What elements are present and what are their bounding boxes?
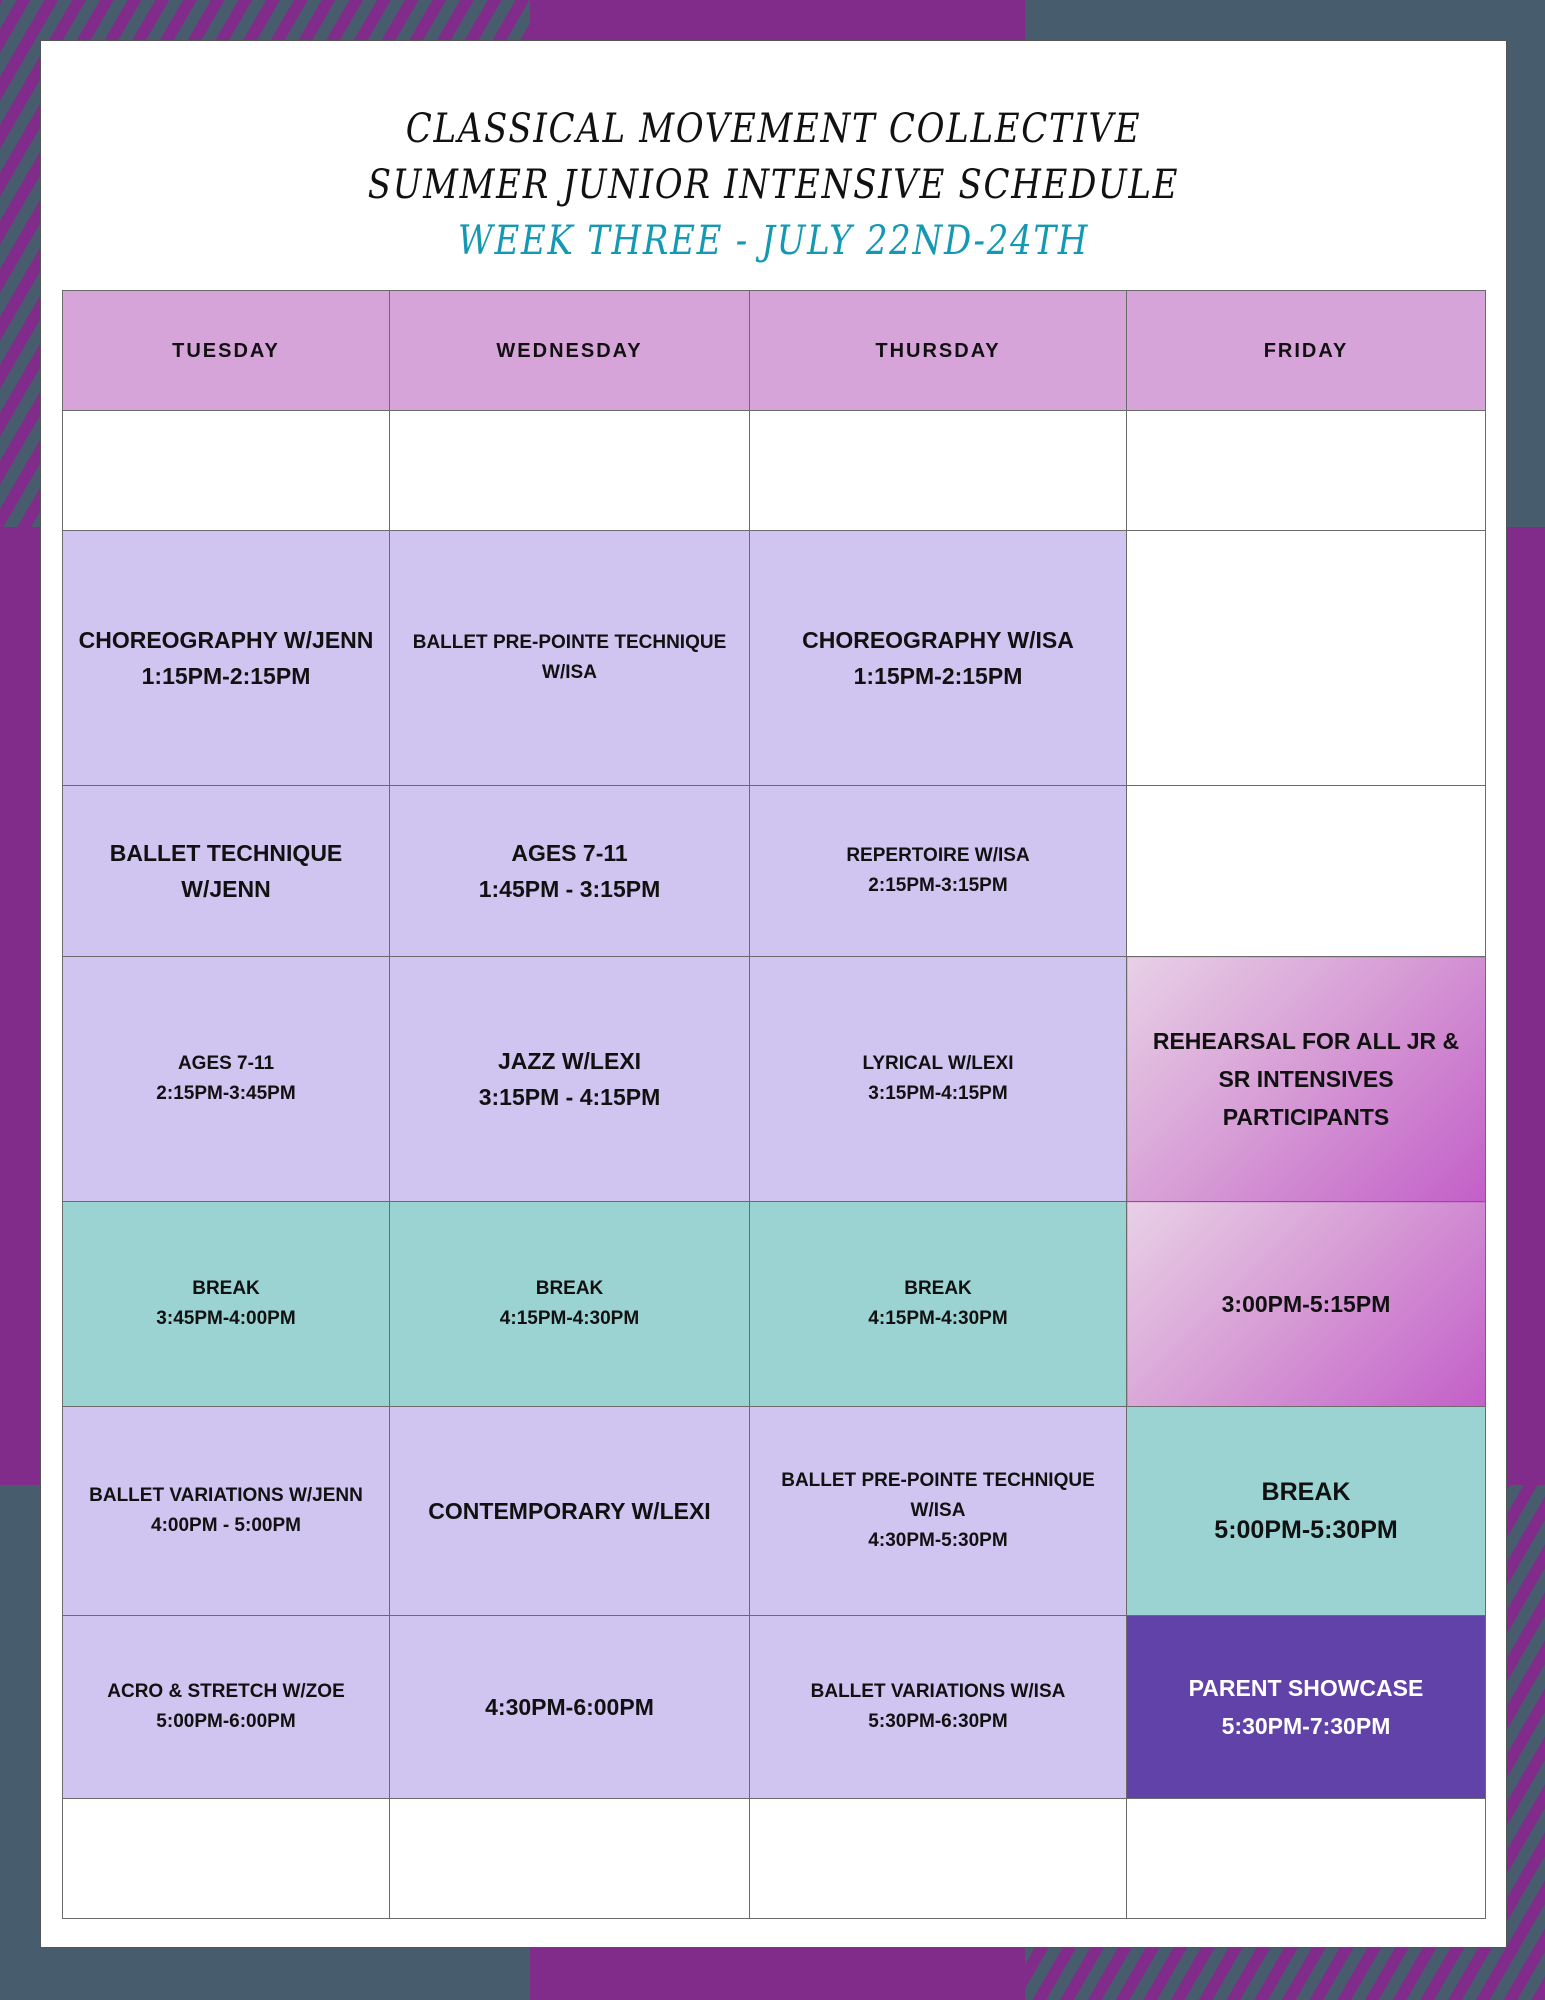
schedule-page: CLASSICAL MOVEMENT COLLECTIVE SUMMER JUN… — [40, 40, 1507, 1948]
break-cell: BREAK 3:45PM-4:00PM — [62, 1201, 390, 1407]
break-cell: BREAK 4:15PM-4:30PM — [749, 1201, 1127, 1407]
title-block: CLASSICAL MOVEMENT COLLECTIVE SUMMER JUN… — [41, 101, 1506, 269]
class-cell: BALLET VARIATIONS W/JENN 4:00PM - 5:00PM — [62, 1406, 390, 1616]
header-friday: FRIDAY — [1126, 290, 1486, 411]
class-cell: BALLET TECHNIQUE W/JENN — [62, 785, 390, 957]
cell — [749, 410, 1127, 531]
class-cell: JAZZ W/LEXI 3:15PM - 4:15PM — [389, 956, 750, 1202]
table-row: BREAK 3:45PM-4:00PM BREAK 4:15PM-4:30PM … — [62, 1201, 1486, 1407]
cell — [1126, 410, 1486, 531]
cell — [1126, 1798, 1486, 1919]
header-row: TUESDAY WEDNESDAY THURSDAY FRIDAY — [62, 290, 1486, 411]
cell — [389, 410, 750, 531]
class-cell: BALLET VARIATIONS W/ISA 5:30PM-6:30PM — [749, 1615, 1127, 1799]
class-cell: LYRICAL W/LEXI 3:15PM-4:15PM — [749, 956, 1127, 1202]
cell — [1126, 785, 1486, 957]
purple-block — [530, 1948, 1025, 2000]
break-cell: BREAK 4:15PM-4:30PM — [389, 1201, 750, 1407]
class-cell: ACRO & STRETCH W/ZOE 5:00PM-6:00PM — [62, 1615, 390, 1799]
class-cell: CONTEMPORARY W/LEXI — [389, 1406, 750, 1616]
table-row: BALLET VARIATIONS W/JENN 4:00PM - 5:00PM… — [62, 1406, 1486, 1616]
cell — [389, 1798, 750, 1919]
class-cell: BALLET PRE-POINTE TECHNIQUE W/ISA 4:30PM… — [749, 1406, 1127, 1616]
table-row — [62, 410, 1486, 531]
cell — [749, 1798, 1127, 1919]
title-line-1: CLASSICAL MOVEMENT COLLECTIVE — [405, 106, 1142, 152]
table-row — [62, 1798, 1486, 1919]
week-subtitle: WEEK THREE - JULY 22ND-24TH — [457, 218, 1090, 264]
header-thursday: THURSDAY — [749, 290, 1127, 411]
class-cell: AGES 7-11 2:15PM-3:45PM — [62, 956, 390, 1202]
class-cell: AGES 7-11 1:45PM - 3:15PM — [389, 785, 750, 957]
title-line-2: SUMMER JUNIOR INTENSIVE SCHEDULE — [367, 162, 1180, 208]
table-row: ACRO & STRETCH W/ZOE 5:00PM-6:00PM 4:30P… — [62, 1615, 1486, 1799]
rehearsal-cell: 3:00PM-5:15PM — [1126, 1201, 1486, 1407]
cell — [62, 1798, 390, 1919]
table-row: AGES 7-11 2:15PM-3:45PM JAZZ W/LEXI 3:15… — [62, 956, 1486, 1202]
purple-block — [530, 0, 1025, 40]
schedule-table: TUESDAY WEDNESDAY THURSDAY FRIDAY CHOREO… — [62, 290, 1486, 1919]
rehearsal-cell: REHEARSAL FOR ALL JR & SR INTENSIVES PAR… — [1126, 956, 1486, 1202]
showcase-cell: PARENT SHOWCASE 5:30PM-7:30PM — [1126, 1615, 1486, 1799]
class-cell: CHOREOGRAPHY W/JENN 1:15PM-2:15PM — [62, 530, 390, 786]
cell — [62, 410, 390, 531]
header-wednesday: WEDNESDAY — [389, 290, 750, 411]
table-row: CHOREOGRAPHY W/JENN 1:15PM-2:15PM BALLET… — [62, 530, 1486, 786]
cell — [1126, 530, 1486, 786]
table-row: BALLET TECHNIQUE W/JENN AGES 7-11 1:45PM… — [62, 785, 1486, 957]
class-cell: REPERTOIRE W/ISA 2:15PM-3:15PM — [749, 785, 1127, 957]
class-cell: BALLET PRE-POINTE TECHNIQUE W/ISA — [389, 530, 750, 786]
class-cell: 4:30PM-6:00PM — [389, 1615, 750, 1799]
class-cell: CHOREOGRAPHY W/ISA 1:15PM-2:15PM — [749, 530, 1127, 786]
break-cell: BREAK 5:00PM-5:30PM — [1126, 1406, 1486, 1616]
header-tuesday: TUESDAY — [62, 290, 390, 411]
